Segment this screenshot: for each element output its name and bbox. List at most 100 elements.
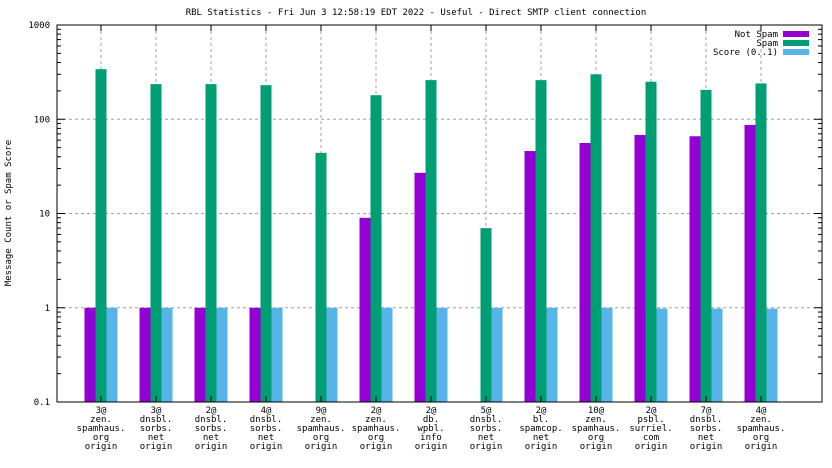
x-tick-label: origin [635, 442, 668, 452]
bar-spam [755, 83, 767, 402]
bar-score-0-1 [326, 307, 338, 402]
x-tick-label: net [533, 433, 549, 443]
x-tick-label: spamhaus. [572, 424, 621, 434]
x-tick-label: 4@ [756, 406, 767, 416]
x-tick-label: origin [690, 442, 723, 452]
bar-spam [590, 74, 602, 403]
bar-spam [700, 89, 712, 403]
x-tick-label: sorbs. [690, 424, 723, 434]
x-tick-label: db. [423, 415, 439, 425]
x-tick-label: origin [360, 442, 393, 452]
x-tick-label: origin [140, 442, 173, 452]
x-tick-label: 2@ [206, 406, 217, 416]
bar-score-0-1 [711, 308, 723, 402]
x-tick-label: net [698, 433, 714, 443]
x-tick-label: bl. [533, 415, 549, 425]
x-tick-label: sorbs. [250, 424, 283, 434]
x-tick-label: org [93, 433, 109, 443]
bar-score-0-1 [436, 307, 448, 402]
x-tick-label: spamhaus. [297, 424, 346, 434]
x-tick-label: origin [580, 442, 613, 452]
x-tick-label: origin [85, 442, 118, 452]
x-tick-label: 2@ [371, 406, 382, 416]
x-tick-label: origin [195, 442, 228, 452]
bar-spam [480, 228, 492, 402]
x-tick-label: sorbs. [140, 424, 173, 434]
bars [84, 69, 778, 403]
y-axis-ticks: 0.1 1 10 100 1000 [28, 21, 822, 408]
bar-spam [370, 95, 382, 403]
bar-not-spam [194, 307, 206, 402]
legend-label: Spam [756, 39, 778, 49]
x-axis-labels: 3@zen.spamhaus.orgorigin3@dnsbl.sorbs.ne… [77, 406, 786, 452]
x-tick-label: spamhaus. [737, 424, 786, 434]
x-tick-label: origin [470, 442, 503, 452]
x-tick-label: net [148, 433, 164, 443]
y-axis-label: Message Count or Spam Score [4, 140, 14, 286]
x-tick-label: dnsbl. [690, 415, 723, 425]
x-tick-label: 9@ [316, 406, 327, 416]
bar-not-spam [359, 217, 371, 402]
x-tick-label: dnsbl. [195, 415, 228, 425]
bar-spam [425, 80, 437, 402]
x-tick-label: sorbs. [470, 424, 503, 434]
bar-not-spam [249, 307, 261, 402]
y-tick-label: 1000 [28, 21, 50, 31]
x-tick-label: origin [745, 442, 778, 452]
bar-score-0-1 [546, 307, 558, 402]
x-tick-label: spamcop. [519, 424, 562, 434]
legend-swatch [783, 31, 809, 37]
x-tick-label: dnsbl. [250, 415, 283, 425]
x-tick-label: 2@ [536, 406, 547, 416]
y-tick-label: 0.1 [34, 398, 50, 408]
x-tick-label: zen. [365, 415, 387, 425]
x-tick-label: 3@ [96, 406, 107, 416]
bar-not-spam [84, 307, 96, 402]
x-tick-label: org [588, 433, 604, 443]
x-tick-label: com [643, 433, 659, 443]
bar-spam [150, 84, 162, 403]
bar-score-0-1 [766, 308, 778, 402]
bar-spam [645, 81, 657, 403]
legend-label: Score (0..1) [713, 48, 778, 58]
bar-not-spam [744, 124, 756, 402]
x-tick-label: spamhaus. [77, 424, 126, 434]
x-tick-label: net [478, 433, 494, 443]
x-tick-label: 5@ [481, 406, 492, 416]
x-tick-label: origin [525, 442, 558, 452]
bar-score-0-1 [601, 307, 613, 402]
x-tick-label: surriel. [629, 424, 672, 434]
x-tick-label: zen. [585, 415, 607, 425]
x-tick-label: sorbs. [195, 424, 228, 434]
x-tick-label: origin [415, 442, 448, 452]
x-tick-label: 10@ [588, 406, 605, 416]
x-tick-label: zen. [310, 415, 332, 425]
x-tick-label: zen. [750, 415, 772, 425]
x-tick-label: org [313, 433, 329, 443]
bar-not-spam [414, 172, 426, 402]
x-tick-label: psbl. [637, 415, 664, 425]
x-tick-label: zen. [90, 415, 112, 425]
bar-spam [535, 80, 547, 402]
bar-score-0-1 [216, 307, 228, 402]
x-tick-label: net [203, 433, 219, 443]
bar-not-spam [689, 136, 701, 402]
x-tick-label: net [258, 433, 274, 443]
x-tick-label: 7@ [701, 406, 712, 416]
bar-not-spam [634, 135, 646, 402]
bar-spam [205, 84, 217, 403]
bar-not-spam [524, 151, 536, 402]
bar-spam [95, 69, 107, 402]
x-tick-label: info [420, 433, 442, 443]
x-tick-label: wpbl. [417, 424, 444, 434]
x-tick-label: origin [250, 442, 283, 452]
legend-swatch [783, 40, 809, 46]
x-tick-label: spamhaus. [352, 424, 401, 434]
x-tick-label: origin [305, 442, 338, 452]
legend-label: Not Spam [735, 30, 778, 40]
bar-score-0-1 [381, 307, 393, 402]
bar-score-0-1 [271, 307, 283, 402]
legend-swatch [783, 49, 809, 55]
x-tick-label: 2@ [426, 406, 437, 416]
